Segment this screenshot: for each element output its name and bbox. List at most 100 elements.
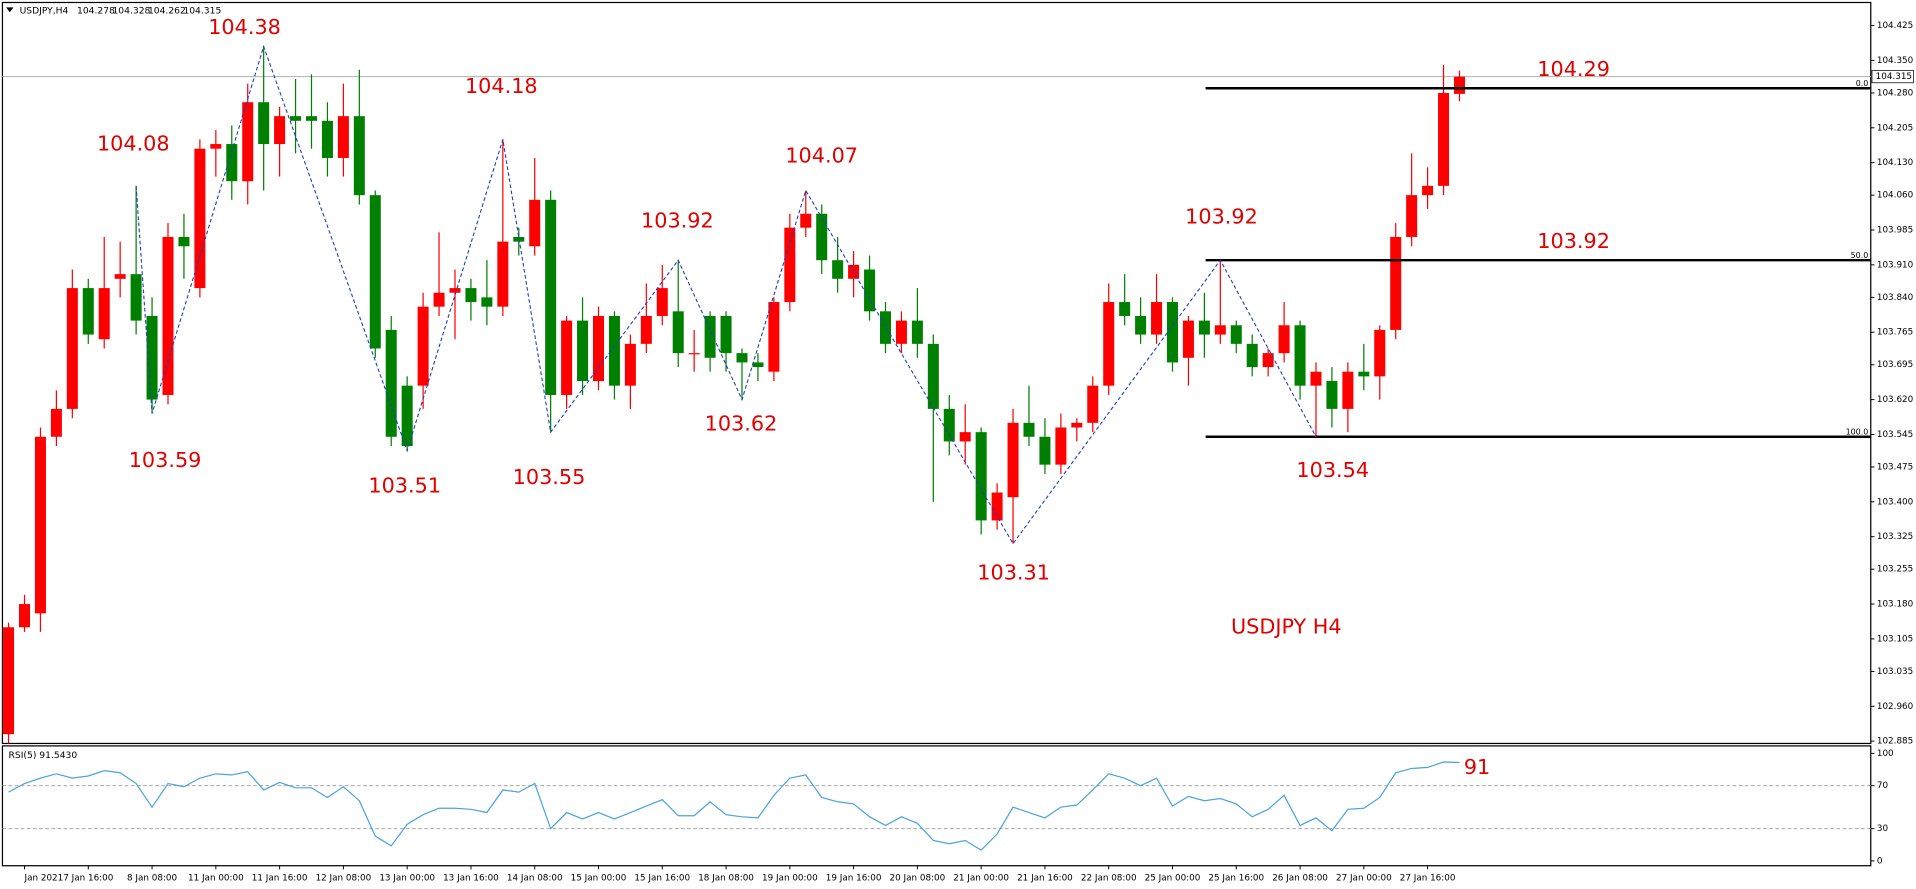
x-tick-label: 26 Jan 08:00 [1272, 873, 1328, 883]
candle-body [1039, 436, 1051, 465]
rsi-line [8, 761, 1460, 851]
rsi-tick-label: 100 [1877, 749, 1894, 759]
x-tick-label: 21 Jan 00:00 [953, 873, 1009, 883]
y-tick-label: 103.400 [1877, 497, 1914, 507]
y-tick-label: 104.205 [1877, 123, 1913, 133]
header-open: 104.278 [77, 6, 115, 17]
x-tick-label: 11 Jan 00:00 [188, 873, 244, 883]
candle-body [1358, 371, 1370, 377]
candle-body [66, 288, 78, 409]
candle-body [943, 408, 955, 442]
rsi-tick-label: 70 [1877, 781, 1889, 791]
x-tick-label: 12 Jan 08:00 [316, 873, 372, 883]
candle-body [592, 315, 604, 382]
candle-body [768, 302, 780, 372]
candle-body [1422, 185, 1434, 196]
candle-body [258, 102, 270, 145]
candle-body [290, 116, 302, 121]
candle-body [1182, 320, 1194, 358]
rsi-annotation: 91 [1464, 755, 1490, 779]
x-tick-label: 19 Jan 16:00 [826, 873, 882, 883]
candle-body [1166, 302, 1178, 363]
x-tick-label: 27 Jan 00:00 [1336, 873, 1392, 883]
pivot-label: 103.54 [1296, 458, 1369, 482]
rsi-panel [1, 745, 1872, 867]
candle-body [959, 432, 971, 442]
candle-body [624, 343, 636, 386]
menu-arrow[interactable] [6, 7, 14, 13]
candle-body [1406, 195, 1418, 237]
y-tick-label: 103.985 [1877, 226, 1913, 236]
candle-body [401, 385, 413, 447]
candle-body [1071, 422, 1083, 428]
candle-body [194, 148, 206, 289]
pivot-label: 103.31 [977, 560, 1050, 584]
pivot-label: 104.38 [208, 15, 281, 39]
candle-body [864, 269, 876, 312]
candle-body [497, 241, 509, 307]
x-tick-label: 14 Jan 08:00 [507, 873, 563, 883]
candle-body [1135, 315, 1147, 335]
candle-body [561, 320, 573, 395]
y-tick-label: 104.280 [1877, 88, 1914, 98]
y-tick-label: 103.620 [1877, 395, 1914, 405]
candle-body [672, 311, 684, 354]
candle-body [688, 353, 700, 355]
candle-body [433, 292, 445, 307]
y-tick-label: 103.105 [1877, 634, 1913, 644]
y-tick-label: 104.425 [1877, 21, 1913, 31]
candle-body [50, 408, 62, 437]
candle-body [114, 274, 126, 279]
candle-body [1390, 236, 1402, 330]
y-tick-label: 104.130 [1877, 158, 1914, 168]
y-tick-label: 103.910 [1877, 260, 1914, 270]
candle-body [337, 116, 349, 158]
y-tick-label: 103.255 [1877, 565, 1913, 575]
fib-ratio: 100.0 [1846, 427, 1869, 436]
candle-body [1342, 371, 1354, 409]
y-tick-label: 104.060 [1877, 191, 1914, 201]
zigzag-line [135, 44, 1317, 545]
candle-body [1246, 343, 1258, 368]
candle-body [146, 315, 158, 400]
y-tick-label: 103.545 [1877, 430, 1913, 440]
y-tick-label: 104.350 [1877, 56, 1914, 66]
pivot-label: 103.92 [641, 208, 714, 232]
candle-body [3, 627, 15, 735]
candle-body [1262, 353, 1274, 368]
y-tick-label: 103.325 [1877, 532, 1913, 542]
candle-body [1278, 325, 1290, 354]
x-tick-label: 25 Jan 16:00 [1208, 873, 1264, 883]
y-tick-label: 103.765 [1877, 328, 1913, 338]
candle-body [832, 260, 844, 279]
candle-body [736, 353, 748, 363]
candle-body [720, 315, 732, 354]
candle-body [210, 144, 222, 149]
x-tick-label: 15 Jan 16:00 [634, 873, 690, 883]
chart-label: USDJPY H4 [1231, 614, 1342, 638]
candle-body [704, 315, 716, 358]
candle-body [1310, 371, 1322, 386]
pivot-label: 103.55 [513, 465, 586, 489]
candle-body [34, 436, 46, 614]
candle-body [608, 315, 620, 386]
pivot-label: 103.59 [129, 448, 202, 472]
candle-body [1230, 325, 1242, 344]
candle-body [1119, 302, 1131, 316]
x-tick-label: 22 Jan 08:00 [1081, 873, 1137, 883]
x-tick-label: 11 Jan 16:00 [252, 873, 308, 883]
fib-ratio: 50.0 [1851, 251, 1869, 260]
y-tick-label: 103.840 [1877, 293, 1914, 303]
fib-price-label: 104.29 [1537, 57, 1610, 81]
y-tick-label: 103.035 [1877, 667, 1913, 677]
candle-body [1438, 92, 1450, 186]
x-tick-label: 19 Jan 00:00 [762, 873, 818, 883]
header-low: 104.262 [148, 6, 186, 17]
candle-body [369, 195, 381, 349]
candle-body [879, 311, 891, 344]
pivot-label: 104.08 [97, 131, 170, 155]
candle-body [1453, 76, 1465, 94]
candle-body [178, 236, 190, 247]
